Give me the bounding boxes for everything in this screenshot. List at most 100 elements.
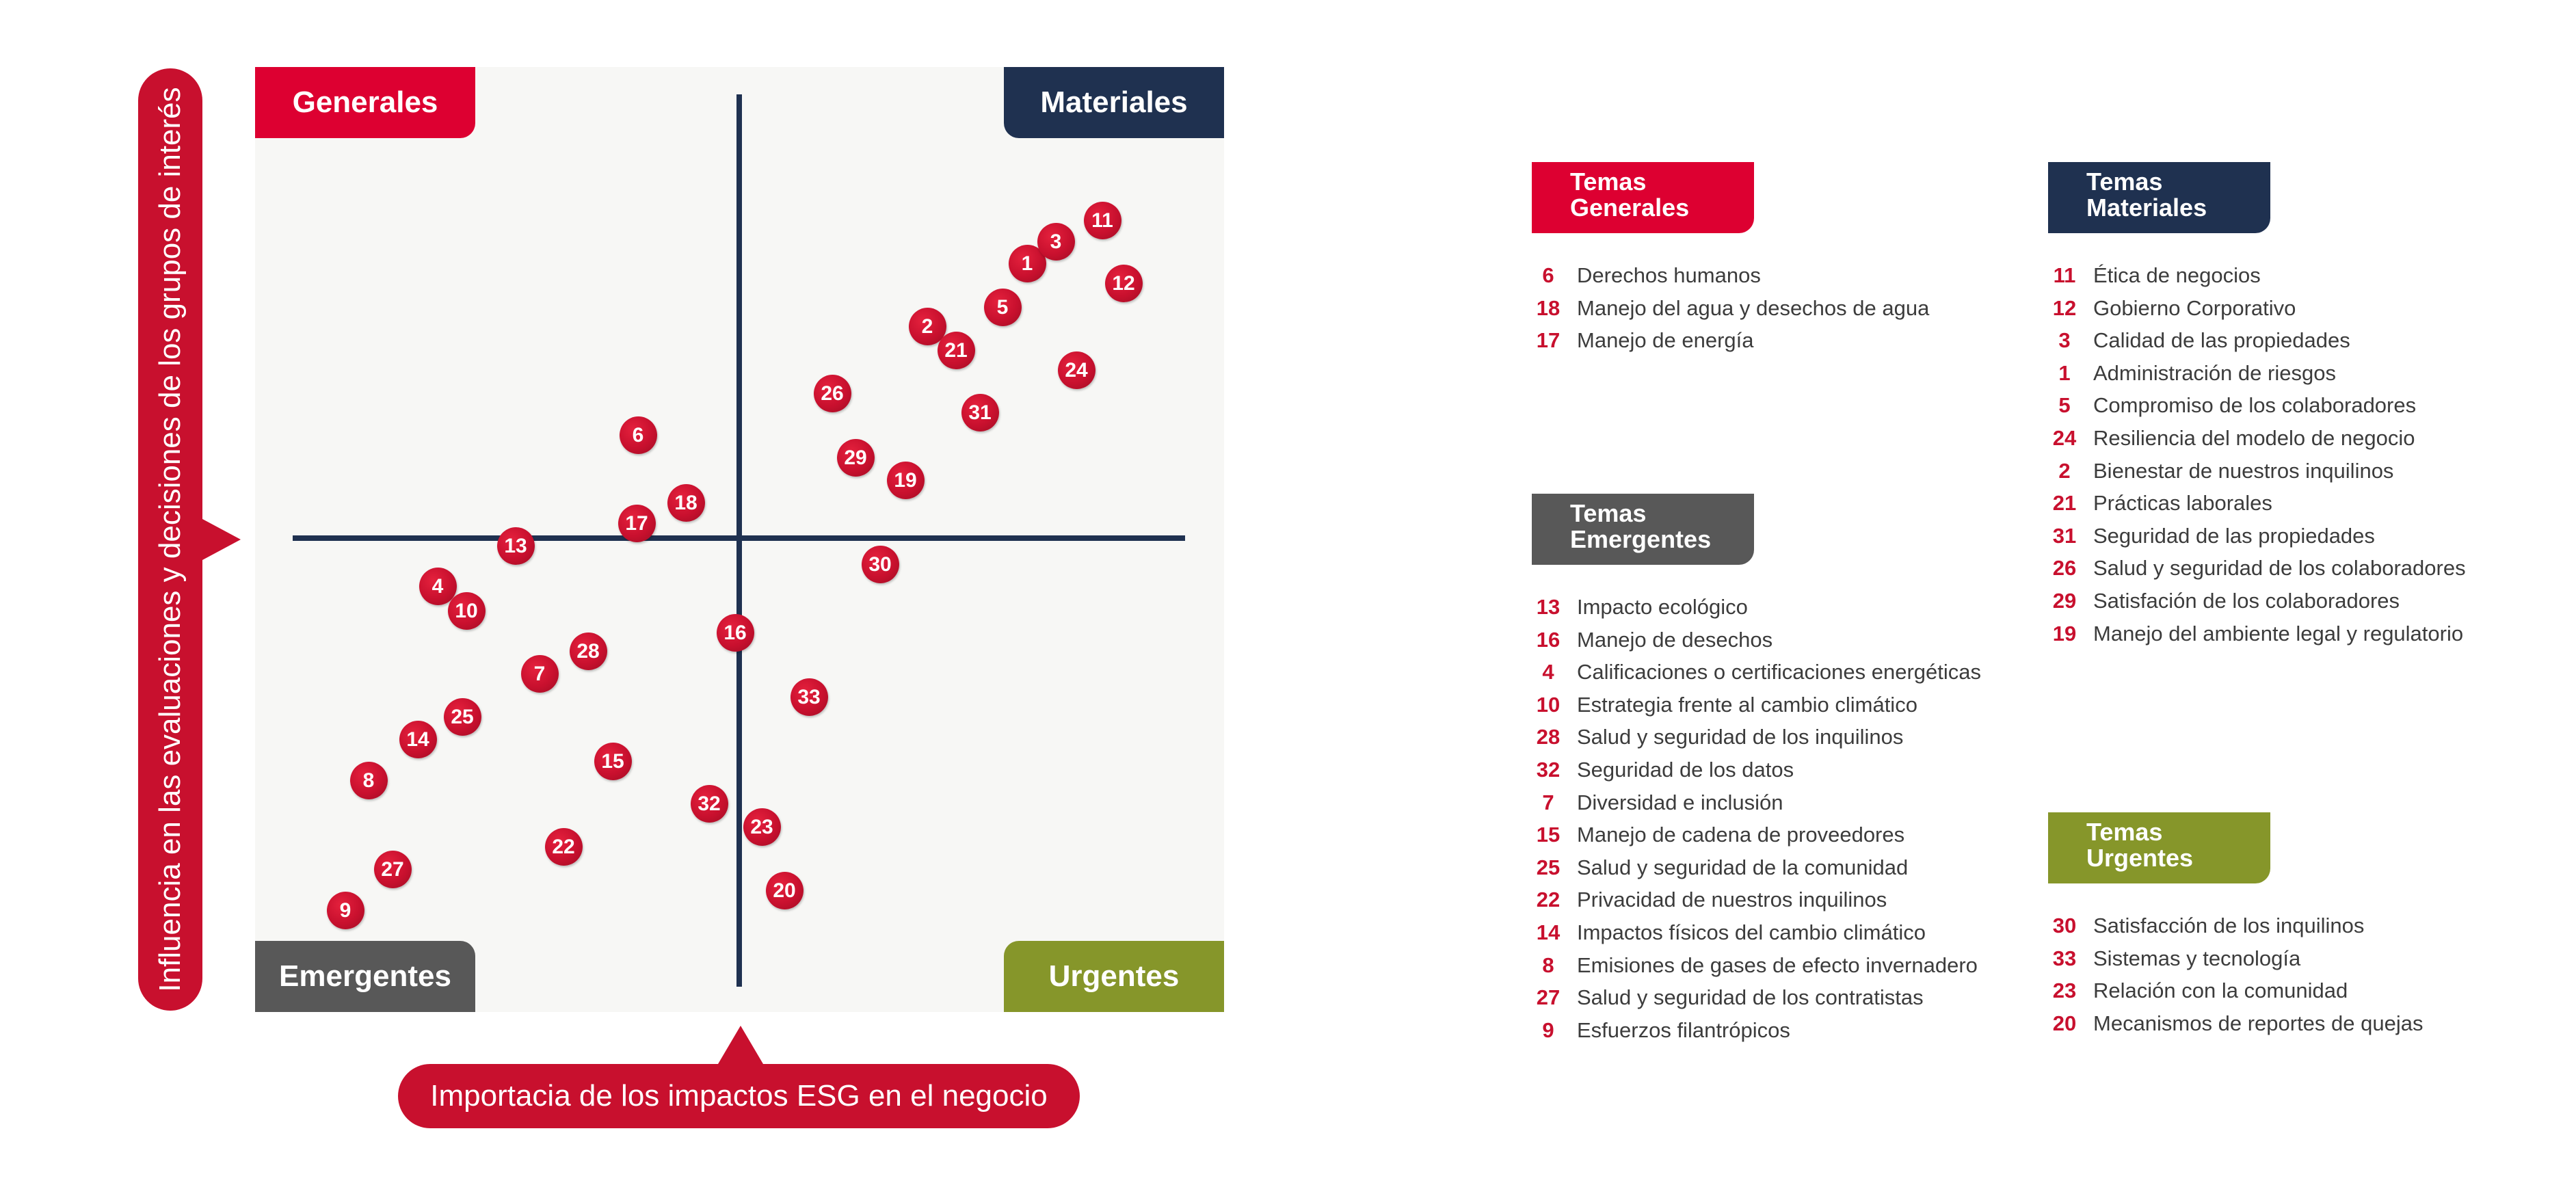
legend-item-text: Calificaciones o certificaciones energét…: [1577, 660, 1982, 684]
legend-item: 15 Manejo de cadena de proveedores: [1532, 818, 1983, 851]
legend-item-text: Mecanismos de reportes de quejas: [2093, 1011, 2424, 1035]
legend-item-number: 26: [2052, 556, 2077, 581]
legend-item-text: Prácticas laborales: [2093, 491, 2272, 516]
legend-item: 12 Gobierno Corporativo: [2048, 292, 2499, 325]
legend-item-text: Impactos físicos del cambio climático: [1577, 920, 1926, 944]
legend-item-number: 25: [1536, 855, 1561, 879]
quadrant-label-materiales: Materiales: [1004, 67, 1224, 138]
legend-item-number: 5: [2058, 393, 2071, 418]
legend-title-line1: Temas: [2086, 818, 2163, 846]
legend-item-number: 24: [2052, 425, 2077, 450]
legend-item: 33 Sistemas y tecnología: [2048, 942, 2499, 975]
legend-item: 2 Bienestar de nuestros inquilinos: [2048, 455, 2499, 488]
legend-item: 27 Salud y seguridad de los contratistas: [1532, 981, 1983, 1014]
topic-point: 13: [496, 527, 535, 565]
legend-item-text: Estrategia frente al cambio climático: [1577, 692, 1917, 717]
legend-item: 24 Resiliencia del modelo de negocio: [2048, 422, 2499, 455]
legend-item-text: Bienestar de nuestros inquilinos: [2093, 458, 2394, 483]
legend-item-text: Manejo del ambiente legal y regulatorio: [2093, 621, 2464, 645]
legend-item: 30 Satisfacción de los inquilinos: [2048, 909, 2499, 942]
legend-header: Temas Generales: [1532, 162, 1754, 233]
legend-item-text: Satisfacción de los inquilinos: [2093, 914, 2365, 937]
topic-point: 26: [813, 374, 851, 412]
legend-item-number: 6: [1542, 263, 1554, 287]
legend-item: 10 Estrategia frente al cambio climático: [1532, 689, 1983, 721]
legend-item-number: 13: [1536, 595, 1561, 619]
topic-point: 24: [1057, 351, 1096, 389]
legend-item: 1 Administración de riesgos: [2048, 357, 2499, 390]
x-axis-arrow-icon: [718, 1026, 763, 1064]
legend-item-text: Sistemas y tecnología: [2093, 946, 2301, 970]
topic-point: 12: [1104, 264, 1143, 302]
topic-point: 7: [520, 654, 559, 693]
legend-item-text: Relación con la comunidad: [2093, 979, 2348, 1003]
horizontal-axis-line: [293, 535, 1185, 541]
legend-item: 13 Impacto ecológico: [1532, 591, 1983, 624]
legend-list: 6 Derechos humanos 18 Manejo del agua y des…: [1532, 259, 1983, 357]
legend-item: 14 Impactos físicos del cambio climático: [1532, 916, 1983, 949]
legend-item: 25 Salud y seguridad de la comunidad: [1532, 851, 1983, 884]
topic-point: 15: [594, 742, 632, 780]
legend-item-number: 9: [1542, 1017, 1554, 1042]
legend-item: 26 Salud y seguridad de los colaboradores: [2048, 552, 2499, 585]
legend-item-text: Calidad de las propiedades: [2093, 328, 2350, 353]
topic-point: 4: [419, 567, 457, 605]
legend-header: Temas Materiales: [2048, 162, 2270, 233]
legend-item: 18 Manejo del agua y desechos de agua: [1532, 292, 1983, 325]
legend-item-text: Esfuerzos filantrópicos: [1577, 1017, 1790, 1042]
topic-point: 14: [399, 720, 437, 758]
legend-item-number: 7: [1542, 790, 1554, 814]
legend-item: 32 Seguridad de los datos: [1532, 754, 1983, 786]
legend-item-text: Privacidad de nuestros inquilinos: [1577, 888, 1887, 912]
topic-point: 9: [326, 891, 364, 929]
topic-point: 20: [765, 871, 804, 909]
legend-item-number: 15: [1536, 823, 1561, 847]
topic-point: 22: [544, 827, 583, 866]
legend-item-number: 22: [1536, 888, 1561, 912]
legend-item-text: Salud y seguridad de los inquilinos: [1577, 725, 1904, 749]
legend-item: 21 Prácticas laborales: [2048, 487, 2499, 520]
legend-item: 3 Calidad de las propiedades: [2048, 324, 2499, 357]
y-axis-label: Influencia en las evaluaciones y decisio…: [153, 87, 187, 992]
legend-item-number: 28: [1536, 725, 1561, 749]
legend-item: 29 Satisfación de los colaboradores: [2048, 585, 2499, 617]
legend-title-line2: Generales: [1570, 194, 1690, 222]
topic-point: 11: [1083, 201, 1121, 239]
topic-point: 16: [716, 613, 754, 652]
topic-point: 2: [908, 307, 946, 345]
topic-point: 17: [618, 504, 656, 542]
legend-item: 22 Privacidad de nuestros inquilinos: [1532, 883, 1983, 916]
legend-item-number: 18: [1536, 295, 1561, 320]
legend-title-line1: Temas: [2086, 168, 2163, 196]
legend-item-text: Manejo de energía: [1577, 328, 1754, 353]
legend-item-number: 4: [1542, 660, 1554, 684]
legend-title-line2: Urgentes: [2086, 844, 2194, 872]
legend-item: 16 Manejo de desechos: [1532, 624, 1983, 656]
legend-item-number: 23: [2052, 979, 2077, 1003]
topic-point: 5: [983, 288, 1022, 326]
topic-point: 10: [447, 591, 486, 630]
legend-generales: Temas Generales 6 Derechos humanos 18 Manej…: [1532, 162, 1983, 357]
topic-point: 27: [373, 850, 412, 888]
legend-item-number: 11: [2053, 263, 2076, 287]
legend-item: 6 Derechos humanos: [1532, 259, 1983, 292]
topic-point: 32: [690, 784, 728, 823]
legend-item: 4 Calificaciones o certificaciones energé…: [1532, 656, 1983, 689]
legend-item-number: 2: [2058, 458, 2071, 483]
legend-title-line1: Temas: [1570, 168, 1647, 196]
legend-item-number: 17: [1536, 328, 1561, 353]
legend-item-number: 33: [2052, 946, 2077, 970]
legend-item-number: 10: [1536, 692, 1561, 717]
legend-item-text: Seguridad de los datos: [1577, 757, 1794, 782]
legend-item: 19 Manejo del ambiente legal y regulatori…: [2048, 617, 2499, 650]
legend-title-line2: Emergentes: [1570, 525, 1712, 553]
topic-point: 30: [861, 545, 899, 583]
legend-item-number: 21: [2052, 491, 2077, 516]
quadrant-label-emergentes: Emergentes: [255, 941, 475, 1012]
legend-item-number: 14: [1536, 920, 1561, 944]
legend-item-number: 3: [2058, 328, 2071, 353]
legend-title-line2: Materiales: [2086, 194, 2207, 222]
legend-emergentes: Temas Emergentes 13 Impacto ecológico 16 Ma…: [1532, 494, 1983, 1046]
legend-item: 17 Manejo de energía: [1532, 324, 1983, 357]
quadrant-label-generales: Generales: [255, 67, 475, 138]
